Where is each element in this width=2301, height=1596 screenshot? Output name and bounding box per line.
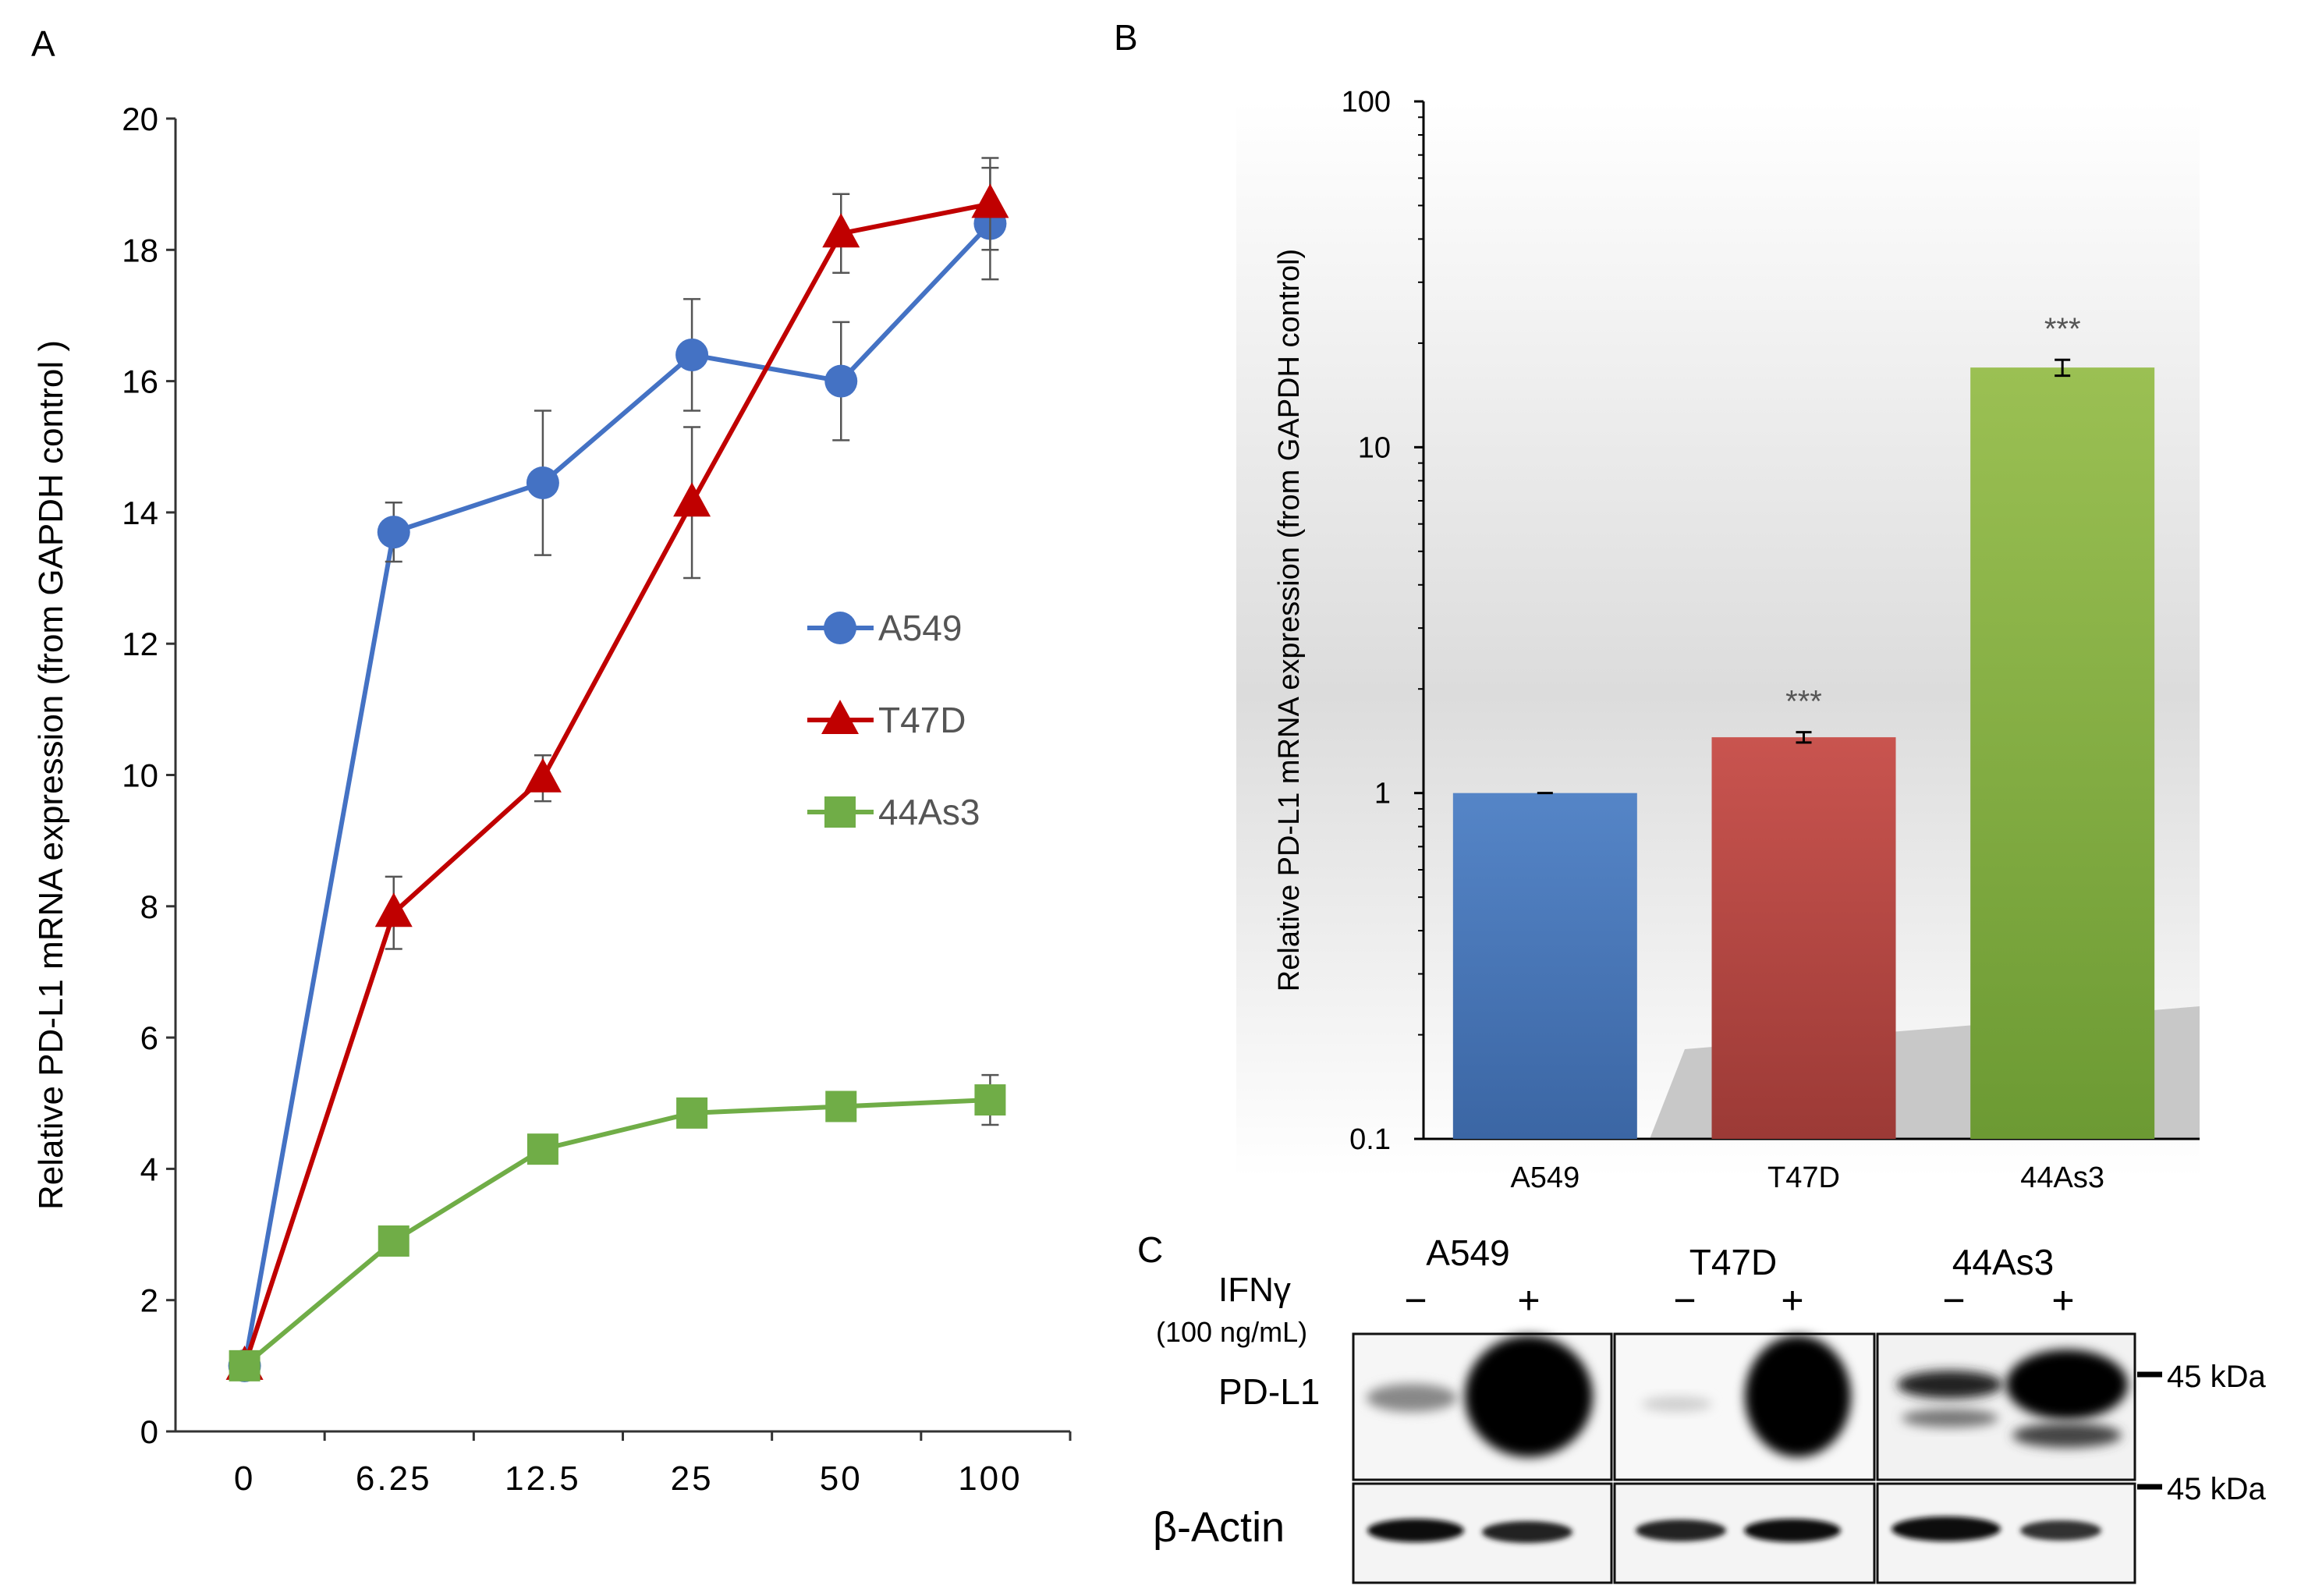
x-tick-label-6-25: 6.25 xyxy=(356,1459,432,1498)
actin-band-2 xyxy=(1482,1521,1572,1543)
band-44as3-minus xyxy=(1897,1371,2003,1399)
cell-line-44as3: 44As3 xyxy=(1952,1242,2054,1282)
panel-label-c: C xyxy=(1137,1229,1163,1270)
dose-label: (100 ng/mL) xyxy=(1156,1316,1307,1348)
significance-44as3: *** xyxy=(2044,312,2081,346)
point-t47d-3 xyxy=(673,482,711,517)
line-t47d xyxy=(242,201,991,1367)
line-a549 xyxy=(242,222,992,1367)
point-a549-2 xyxy=(526,466,559,500)
series-t47d xyxy=(225,157,1009,1380)
bar-44as3 xyxy=(1970,367,2155,1140)
lane-plus-t47d: + xyxy=(1781,1279,1803,1322)
marker-label-1: 45 kDa xyxy=(2167,1360,2266,1394)
y-tick-label-20: 20 xyxy=(122,101,158,137)
x-tick-label-t47d: T47D xyxy=(1767,1162,1840,1194)
point-t47d-2 xyxy=(523,757,562,793)
legend-marker-t47d xyxy=(821,700,859,734)
legend-label-t47d: T47D xyxy=(878,700,966,740)
cell-line-t47d: T47D xyxy=(1689,1242,1777,1282)
legend-marker-a549 xyxy=(824,612,856,644)
point-a549-1 xyxy=(377,516,410,549)
point-44as3-5 xyxy=(974,1084,1006,1116)
y-tick-label-14: 14 xyxy=(122,495,158,531)
legend-marker-44as3 xyxy=(824,796,856,828)
x-tick-label-0: 0 xyxy=(234,1459,255,1498)
y-axis-label: Relative PD-L1 mRNA expression (from GAP… xyxy=(1273,249,1306,991)
legend-label-44as3: 44As3 xyxy=(878,792,980,832)
lane-minus-44as3: − xyxy=(1942,1279,1965,1322)
band-a549-plus xyxy=(1465,1335,1593,1457)
series-44as3 xyxy=(229,1073,1006,1381)
band-a549-minus xyxy=(1367,1384,1457,1412)
bar-chart-panel-b: Relative PD-L1 mRNA expression (from GAP… xyxy=(1236,86,2200,1194)
band-t47d-minus xyxy=(1642,1396,1712,1412)
row-label-pd-l1: PD-L1 xyxy=(1218,1371,1320,1412)
x-tick-label-100: 100 xyxy=(958,1459,1022,1498)
lane-plus-a549: + xyxy=(1517,1279,1540,1322)
western-blot-panel-c: IFNγ (100 ng/mL) A549 T47D 44As3 − + − +… xyxy=(1153,1232,2266,1584)
cell-line-a549: A549 xyxy=(1426,1232,1509,1273)
pd-l1-blot xyxy=(1352,1332,2136,1481)
lane-minus-a549: − xyxy=(1404,1279,1427,1322)
y-tick-label-0-1: 0.1 xyxy=(1349,1123,1391,1156)
lane-minus-t47d: − xyxy=(1673,1279,1696,1322)
point-t47d-5 xyxy=(971,183,1009,218)
y-tick-label-10: 10 xyxy=(1358,431,1391,464)
point-44as3-4 xyxy=(825,1091,857,1123)
point-44as3-1 xyxy=(378,1225,410,1257)
x-tick-label-25: 25 xyxy=(671,1459,714,1498)
marker-label-2: 45 kDa xyxy=(2167,1472,2266,1506)
panel-label-a: A xyxy=(31,23,55,64)
point-44as3-0 xyxy=(229,1350,261,1381)
actin-band-4 xyxy=(1744,1519,1841,1542)
bar-t47d xyxy=(1711,737,1896,1139)
legend-label-a549: A549 xyxy=(878,608,962,648)
point-44as3-2 xyxy=(526,1133,558,1165)
x-tick-label-44as3: 44As3 xyxy=(2020,1162,2104,1194)
y-tick-label-10: 10 xyxy=(122,757,158,794)
line-chart-panel-a: Relative PD-L1 mRNA expression (from GAP… xyxy=(32,101,1072,1498)
actin-band-5 xyxy=(1892,1516,2001,1541)
point-a549-3 xyxy=(675,338,709,371)
x-tick-label-a549: A549 xyxy=(1510,1162,1580,1194)
y-tick-label-8: 8 xyxy=(140,888,158,925)
y-tick-label-6: 6 xyxy=(140,1020,158,1056)
point-t47d-4 xyxy=(822,213,860,248)
band-44as3-plus xyxy=(2006,1350,2128,1420)
actin-band-6 xyxy=(2020,1520,2101,1541)
point-t47d-1 xyxy=(374,892,413,927)
y-tick-label-4: 4 xyxy=(140,1151,158,1187)
beta-actin-blot xyxy=(1352,1482,2136,1584)
actin-band-3 xyxy=(1636,1520,1726,1541)
panel-label-b: B xyxy=(1114,17,1138,58)
x-tick-label-12-5: 12.5 xyxy=(505,1459,581,1498)
y-tick-label-2: 2 xyxy=(140,1282,158,1319)
lane-plus-44as3: + xyxy=(2051,1279,2074,1322)
y-axis-label: Relative PD-L1 mRNA expression (from GAP… xyxy=(32,340,70,1210)
ifn-gamma-label: IFNγ xyxy=(1218,1271,1291,1309)
line-44as3 xyxy=(243,1098,991,1368)
y-tick-label-100: 100 xyxy=(1342,86,1391,119)
y-tick-label-18: 18 xyxy=(122,232,158,268)
series-a549 xyxy=(228,166,1007,1382)
y-tick-label-16: 16 xyxy=(122,364,158,400)
actin-band-1 xyxy=(1367,1519,1464,1542)
significance-t47d: *** xyxy=(1785,685,1822,719)
y-tick-label-1: 1 xyxy=(1374,778,1391,810)
band-44as3-minus-lower xyxy=(1902,1409,1998,1428)
point-44as3-3 xyxy=(676,1097,708,1129)
point-a549-4 xyxy=(824,364,858,398)
band-t47d-plus xyxy=(1745,1335,1851,1457)
y-tick-label-0: 0 xyxy=(140,1413,158,1450)
band-44as3-plus-lower xyxy=(2012,1423,2122,1448)
y-tick-label-12: 12 xyxy=(122,626,158,662)
row-label-beta-actin: β-Actin xyxy=(1153,1504,1285,1551)
bar-a549 xyxy=(1452,793,1637,1139)
x-tick-label-50: 50 xyxy=(820,1459,863,1498)
